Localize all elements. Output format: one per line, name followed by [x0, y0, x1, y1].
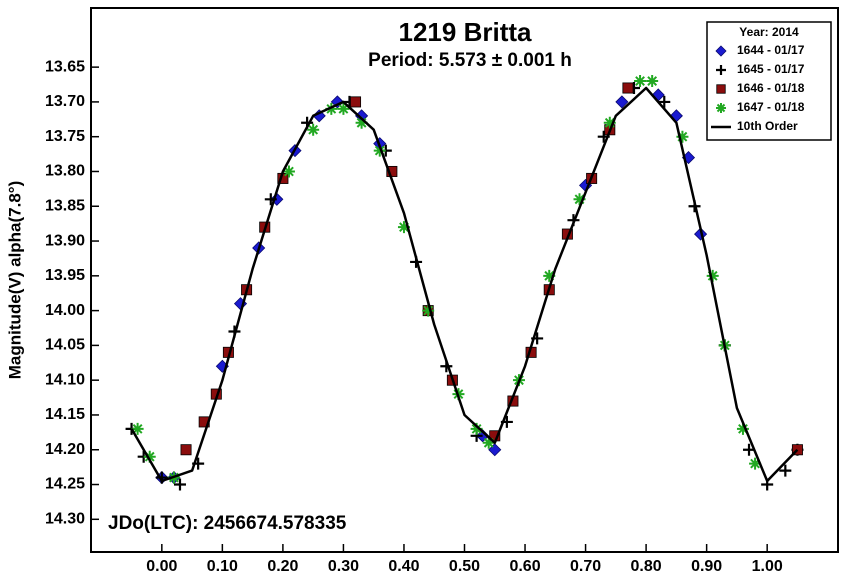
point	[355, 116, 368, 129]
point	[307, 123, 320, 136]
point	[736, 422, 749, 435]
plot-area	[125, 75, 804, 491]
legend: Year: 2014 1644 - 01/17 1645 - 01/17 1646 …	[706, 21, 832, 141]
point	[173, 478, 186, 491]
point	[488, 443, 502, 457]
point	[779, 464, 792, 477]
point	[622, 82, 634, 94]
point	[143, 450, 156, 463]
point	[615, 95, 629, 109]
legend-label: 1646 - 01/18	[737, 81, 805, 95]
point	[706, 269, 719, 282]
legend-label: 1644 - 01/17	[737, 43, 805, 57]
point	[573, 193, 586, 206]
legend-label: 1645 - 01/17	[737, 62, 805, 76]
point	[658, 95, 671, 108]
x-tick-label: 0.30	[328, 558, 359, 575]
point	[482, 436, 495, 449]
y-tick-label: 13.85	[45, 197, 85, 214]
y-tick-label: 13.90	[45, 232, 85, 249]
fit-line	[130, 86, 799, 483]
point	[282, 165, 295, 178]
x-tick-label: 0.00	[146, 558, 177, 575]
x-tick-label: 0.60	[509, 558, 540, 575]
y-tick-label: 14.25	[45, 476, 85, 493]
point	[603, 116, 616, 129]
point	[422, 304, 435, 317]
legend-title: Year: 2014	[739, 25, 799, 39]
y-tick-label: 13.95	[45, 267, 85, 284]
point	[646, 75, 659, 88]
chart-title: 1219 Britta	[399, 17, 532, 47]
point	[373, 144, 386, 157]
y-tick-label: 14.20	[45, 441, 85, 458]
legend-label: 10th Order	[737, 119, 798, 133]
legend-swatch	[716, 84, 726, 94]
point	[470, 422, 483, 435]
legend-swatch	[716, 103, 726, 113]
y-tick-label: 14.10	[45, 371, 85, 388]
point	[676, 130, 689, 143]
point	[397, 221, 410, 234]
point	[749, 457, 762, 470]
y-tick-label: 14.00	[45, 302, 85, 319]
point	[543, 269, 556, 282]
x-tick-label: 0.90	[691, 558, 722, 575]
x-tick-label: 1.00	[752, 558, 783, 575]
point	[634, 75, 647, 88]
y-tick-label: 13.80	[45, 163, 85, 180]
x-tick-label: 0.70	[570, 558, 601, 575]
point	[131, 422, 144, 435]
x-tick-label: 0.50	[449, 558, 480, 575]
point	[325, 102, 338, 115]
annotation: JDo(LTC): 2456674.578335	[108, 513, 347, 534]
point	[350, 96, 362, 108]
x-tick-label: 0.40	[388, 558, 419, 575]
chart-subtitle: Period: 5.573 ± 0.001 h	[368, 50, 572, 71]
legend-swatch	[715, 45, 727, 57]
legend-box	[706, 21, 832, 141]
y-tick-label: 13.70	[45, 93, 85, 110]
y-axis-label: Magnitude(V) alpha(7.8°)	[5, 181, 24, 380]
x-tick-label: 0.10	[207, 558, 238, 575]
point	[791, 444, 803, 456]
legend-swatch	[716, 65, 726, 75]
y-tick-label: 14.30	[45, 511, 85, 528]
legend-label: 1647 - 01/18	[737, 100, 805, 114]
point	[180, 444, 192, 456]
y-tick-label: 14.15	[45, 406, 85, 423]
x-tick-label: 0.20	[267, 558, 298, 575]
y-tick-label: 13.65	[45, 58, 85, 75]
point	[337, 102, 350, 115]
y-tick-label: 14.05	[45, 337, 85, 354]
x-tick-label: 0.80	[631, 558, 662, 575]
y-tick-label: 13.75	[45, 128, 85, 145]
